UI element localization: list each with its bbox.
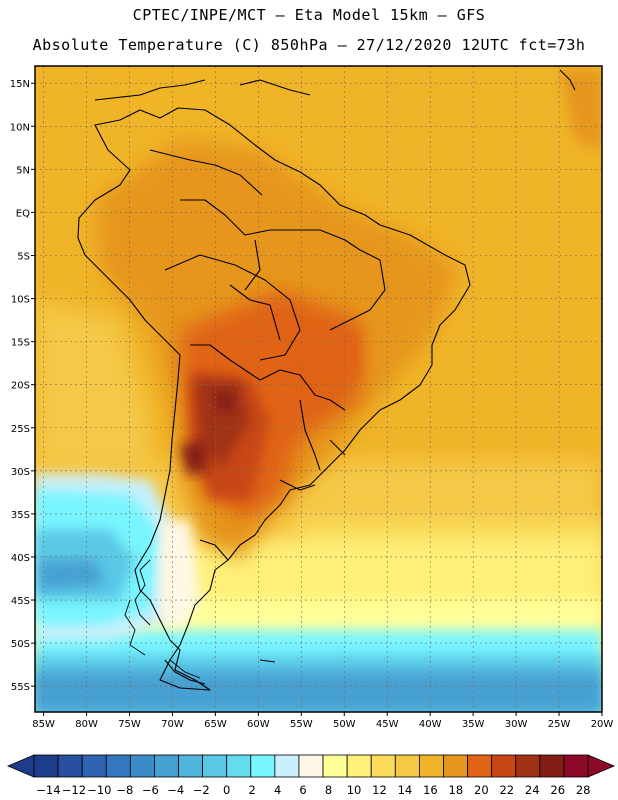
- lat-tick-label: 35S: [11, 510, 30, 521]
- lat-tick-label: 30S: [11, 467, 30, 478]
- colorbar-swatch: [418, 754, 444, 778]
- lat-tick-label: 10S: [11, 295, 30, 306]
- temperature-field: [35, 66, 602, 712]
- lat-tick-label: 40S: [11, 553, 30, 564]
- colorbar-swatch: [443, 754, 468, 778]
- colorbar-label: −14: [36, 783, 60, 797]
- colorbar-label: 20: [474, 783, 489, 797]
- lon-tick-label: 50W: [333, 719, 356, 730]
- colorbar-swatch: [178, 754, 204, 778]
- colorbar-label: 0: [223, 783, 230, 797]
- map-frame: [34, 65, 603, 713]
- lon-tick-label: 70W: [161, 719, 184, 730]
- lat-tick-label: 5N: [16, 165, 30, 176]
- lat-tick-label: 15N: [10, 79, 30, 90]
- lat-tick-label: 20S: [11, 381, 30, 392]
- colorbar-label: −10: [87, 783, 111, 797]
- colorbar-swatch: [57, 754, 83, 778]
- chilean-islands: [124, 559, 201, 679]
- colorbar-label: 8: [325, 783, 332, 797]
- colorbar-swatch: [298, 754, 324, 778]
- lat-tick-label: 15S: [11, 338, 30, 349]
- coastlines: [77, 69, 576, 691]
- lat-tick-label: 55S: [11, 682, 30, 693]
- lat-tick-label: EQ: [16, 208, 30, 219]
- colorbar-label: −12: [62, 783, 86, 797]
- lon-tick-label: 45W: [376, 719, 399, 730]
- lon-tick-label: 35W: [462, 719, 485, 730]
- colorbar-swatch: [563, 754, 589, 778]
- colorbar-label: −8: [116, 783, 133, 797]
- colorbar-swatch: [154, 754, 179, 778]
- colorbar-swatch: [491, 754, 517, 778]
- colorbar-label: 4: [274, 783, 281, 797]
- colorbar-label: 28: [576, 783, 591, 797]
- colorbar-swatch: [81, 754, 107, 778]
- lon-tick-label: 75W: [118, 719, 141, 730]
- lon-tick-label: 40W: [419, 719, 442, 730]
- colorbar-label: 10: [347, 783, 362, 797]
- colorbar-label: −2: [193, 783, 210, 797]
- lon-tick-label: 60W: [247, 719, 270, 730]
- lon-tick-label: 25W: [548, 719, 571, 730]
- lon-tick-label: 80W: [75, 719, 98, 730]
- lon-tick-label: 65W: [204, 719, 227, 730]
- colorbar-label: 26: [550, 783, 565, 797]
- lon-tick-label: 85W: [32, 719, 55, 730]
- colorbar-label: 2: [248, 783, 255, 797]
- colorbar-label: −6: [142, 783, 159, 797]
- colorbar-label: 12: [372, 783, 387, 797]
- colorbar-swatch: [33, 754, 59, 778]
- colorbar-swatch: [539, 754, 565, 778]
- colorbar-swatch: [250, 754, 276, 778]
- colorbar-swatch: [322, 754, 348, 778]
- colorbar-swatch: [105, 754, 131, 778]
- map-title-line-1: CPTEC/INPE/MCT – Eta Model 15km – GFS: [132, 6, 486, 24]
- lat-tick-label: 45S: [11, 596, 30, 607]
- lat-tick-label: 10N: [10, 122, 30, 133]
- lat-tick-label: 25S: [11, 424, 30, 435]
- colorbar-swatch: [370, 754, 396, 778]
- lon-tick-label: 30W: [505, 719, 528, 730]
- lat-tick-label: 50S: [11, 639, 30, 650]
- colorbar-swatch: [467, 754, 493, 778]
- lon-tick-label: 20W: [591, 719, 614, 730]
- colorbar-swatch: [202, 754, 228, 778]
- colorbar-swatch: [226, 754, 252, 778]
- colorbar-label: −4: [167, 783, 184, 797]
- colorbar-right-arrow: [587, 754, 616, 778]
- colorbar-swatch: [346, 754, 372, 778]
- lon-tick-label: 55W: [290, 719, 313, 730]
- colorbar-swatch: [515, 754, 541, 778]
- latitude-tick-labels: 15N 10N 5N EQ 5S 10S 15S 20S 25S 30S 35S 40S 45S 50S 5…: [10, 79, 35, 693]
- colorbar-swatch: [129, 754, 155, 778]
- colorbar-label: 16: [423, 783, 438, 797]
- colorbar-swatch: [394, 754, 420, 778]
- colorbar-left-arrow: [6, 754, 35, 778]
- colorbar-label: 22: [499, 783, 514, 797]
- colorbar-label: 6: [299, 783, 306, 797]
- colorbar-swatch: [274, 754, 300, 778]
- map-title-line-2: Absolute Temperature (C) 850hPa – 27/12/…: [32, 36, 586, 54]
- colorbar-label: 18: [449, 783, 464, 797]
- colorbar-label: 24: [525, 783, 540, 797]
- longitude-tick-labels: 85W 80W 75W 70W 65W 60W 55W 50W 45W 40W 35W 30W 25W 2…: [32, 712, 613, 730]
- lat-tick-label: 5S: [17, 251, 30, 262]
- colorbar-label: 14: [398, 783, 413, 797]
